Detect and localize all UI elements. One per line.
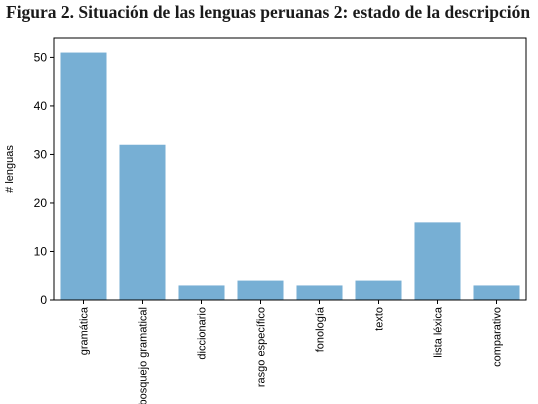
x-tick-label-7: comparativo	[492, 307, 504, 367]
x-tick-label-4: fonología	[315, 306, 327, 352]
x-tick-label-3: rasgo específico	[256, 307, 268, 387]
y-tick-label-1: 10	[34, 244, 48, 258]
bar-0	[60, 52, 107, 300]
bar-5	[355, 280, 402, 300]
x-tick-label-1: bosquejo gramatical	[138, 307, 150, 404]
bar-7	[473, 285, 520, 300]
bar-1	[119, 144, 166, 300]
y-tick-label-4: 40	[34, 99, 48, 113]
y-tick-label-2: 20	[34, 196, 48, 210]
y-axis-label: # lenguas	[4, 145, 16, 193]
x-tick-label-5: texto	[374, 307, 386, 331]
x-tick-label-0: gramática	[79, 306, 91, 355]
y-tick-label-0: 0	[40, 293, 47, 307]
bar-3	[237, 280, 284, 300]
x-tick-label-2: diccionario	[197, 307, 209, 360]
plot-frame	[53, 37, 527, 301]
figure-title: Figura 2. Situación de las lenguas perua…	[6, 2, 531, 22]
bar-2	[178, 285, 225, 300]
bar-4	[296, 285, 343, 300]
y-tick-label-3: 30	[34, 147, 48, 161]
y-tick-label-5: 50	[34, 50, 48, 64]
x-tick-label-6: lista léxica	[433, 306, 445, 358]
bar-6	[414, 222, 461, 300]
